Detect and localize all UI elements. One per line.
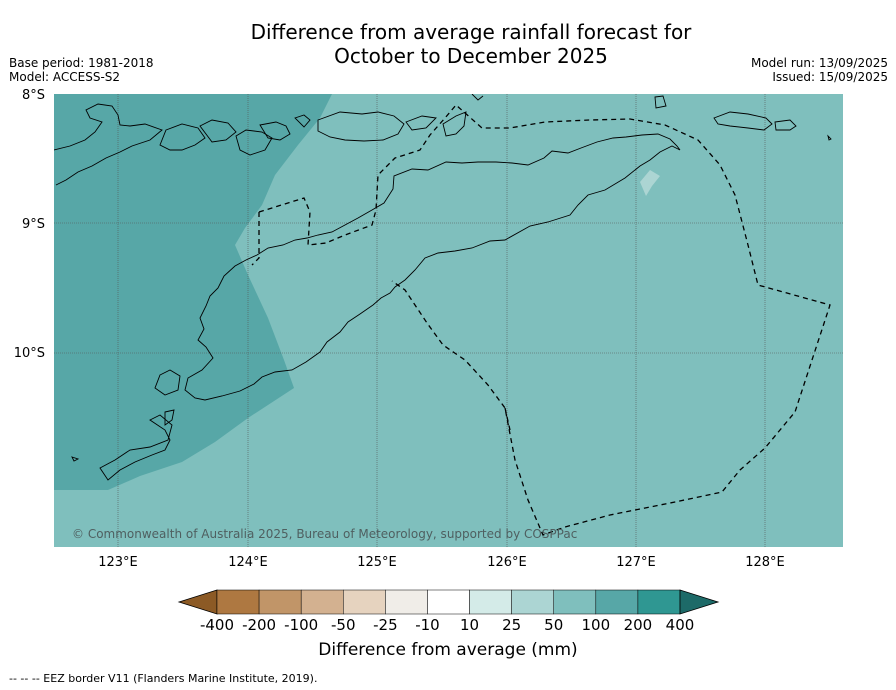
rainfall-class-100-200 (54, 94, 332, 490)
lon-label-127e: 127°E (616, 555, 656, 570)
colorbar-tick-label: 200 (624, 616, 653, 634)
colorbar-tick-label: 400 (666, 616, 695, 634)
meta-left: Base period: 1981-2018 Model: ACCESS-S2 (9, 56, 154, 84)
model-run: Model run: 13/09/2025 (750, 56, 888, 70)
title-line-2: October to December 2025 (334, 44, 608, 68)
colorbar-tick-label: -25 (373, 616, 398, 634)
title-line-1: Difference from average rainfall forecas… (250, 20, 692, 44)
lon-label-125e: 125°E (357, 555, 397, 570)
lon-label-126e: 126°E (487, 555, 527, 570)
colorbar-tick-label: 100 (581, 616, 610, 634)
eez-border (251, 104, 831, 536)
base-period: Base period: 1981-2018 (9, 56, 154, 70)
colorbar-tick-label: -400 (200, 616, 234, 634)
map-area[interactable]: © Commonwealth of Australia 2025, Bureau… (54, 94, 843, 547)
colorbar-box (258, 589, 302, 615)
colorbar-tick-label: 10 (460, 616, 479, 634)
colorbar-tick-label: 50 (544, 616, 563, 634)
colorbar-tick-label: -10 (415, 616, 440, 634)
lat-label-9s: 9°S (22, 217, 45, 232)
issued-date: Issued: 15/09/2025 (772, 70, 888, 84)
latitude-labels: 8°S 9°S 10°S (14, 88, 45, 361)
longitude-labels: 123°E 124°E 125°E 126°E 127°E 128°E (98, 555, 785, 570)
lon-label-123e: 123°E (98, 555, 138, 570)
colorbar-box (300, 589, 344, 615)
coastlines (54, 94, 832, 481)
colorbar-tick-label: -200 (242, 616, 276, 634)
eez-footnote: -- -- -- EEZ border V11 (Flanders Marine… (9, 672, 318, 685)
colorbar-box (385, 589, 428, 615)
colorbar-box (595, 589, 639, 615)
map-title: Difference from average rainfall forecas… (0, 20, 896, 68)
meta-right: Model run: 13/09/2025 Issued: 15/09/2025 (751, 56, 888, 84)
model-name: Model: ACCESS-S2 (9, 70, 121, 84)
copyright-text: © Commonwealth of Australia 2025, Bureau… (72, 527, 577, 541)
lat-label-10s: 10°S (14, 346, 45, 361)
lon-label-124e: 124°E (228, 555, 268, 570)
colorbar-box (427, 589, 470, 615)
colorbar-box (511, 589, 554, 615)
colorbar-labels: -400 -200 -100 -50 -25 -10 10 25 50 100 200 400 (200, 616, 694, 634)
colorbar-box (343, 589, 386, 615)
colorbar-box (469, 589, 512, 615)
lat-label-8s: 8°S (22, 88, 45, 103)
colorbar-tick-label: 25 (502, 616, 521, 634)
colorbar-box (637, 589, 681, 615)
lon-label-128e: 128°E (745, 555, 785, 570)
colorbar-tick-label: -50 (331, 616, 356, 634)
colorbar-extend-high (679, 589, 720, 615)
colorbar-tick-label: -100 (284, 616, 318, 634)
colorbar (177, 589, 720, 615)
colorbar-extend-low (177, 589, 218, 615)
colorbar-title: Difference from average (mm) (318, 640, 578, 660)
colorbar-box (216, 589, 260, 615)
graticule (54, 94, 843, 547)
colorbar-box (553, 589, 597, 615)
rainfall-class-25-50 (640, 170, 660, 196)
